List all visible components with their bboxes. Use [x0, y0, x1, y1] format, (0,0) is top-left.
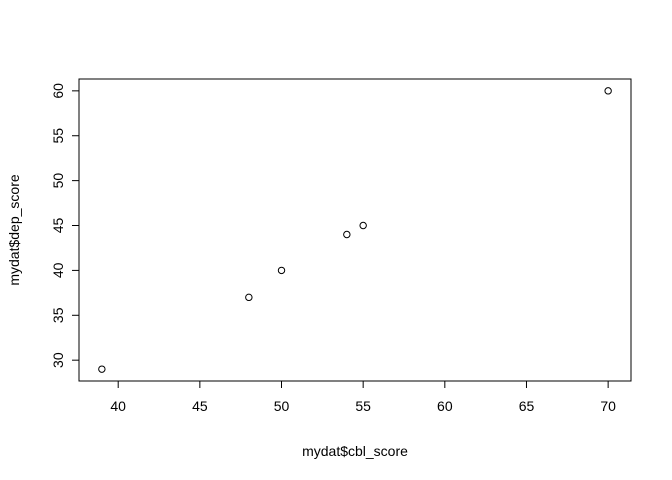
x-tick-label: 60: [437, 398, 453, 414]
y-tick-label: 45: [50, 218, 66, 234]
data-point: [98, 365, 106, 373]
y-tick-label: 35: [50, 307, 66, 323]
data-point: [277, 266, 286, 275]
x-tick-label: 45: [192, 398, 208, 414]
x-axis-title: mydat$cbl_score: [302, 443, 408, 459]
data-point: [359, 221, 367, 230]
y-tick-label: 60: [50, 83, 66, 99]
plot-frame: [78, 78, 632, 382]
y-tick-label: 55: [50, 128, 66, 144]
data-point: [604, 87, 612, 95]
x-tick-label: 55: [355, 398, 371, 414]
y-axis-title: mydat$dep_score: [6, 174, 22, 286]
data-point: [245, 293, 253, 302]
y-axis: 30 35 40 45 50 55 60: [50, 83, 80, 368]
y-tick-label: 50: [50, 173, 66, 189]
x-tick-label: 40: [110, 398, 126, 414]
x-axis: 40 45 50 55 60 65 70: [110, 380, 616, 414]
data-points: [98, 87, 612, 373]
y-tick-label: 40: [50, 262, 66, 278]
data-point: [343, 230, 351, 239]
x-tick-label: 70: [600, 398, 616, 414]
x-tick-label: 65: [519, 398, 535, 414]
y-tick-label: 30: [50, 352, 66, 368]
x-tick-label: 50: [274, 398, 290, 414]
